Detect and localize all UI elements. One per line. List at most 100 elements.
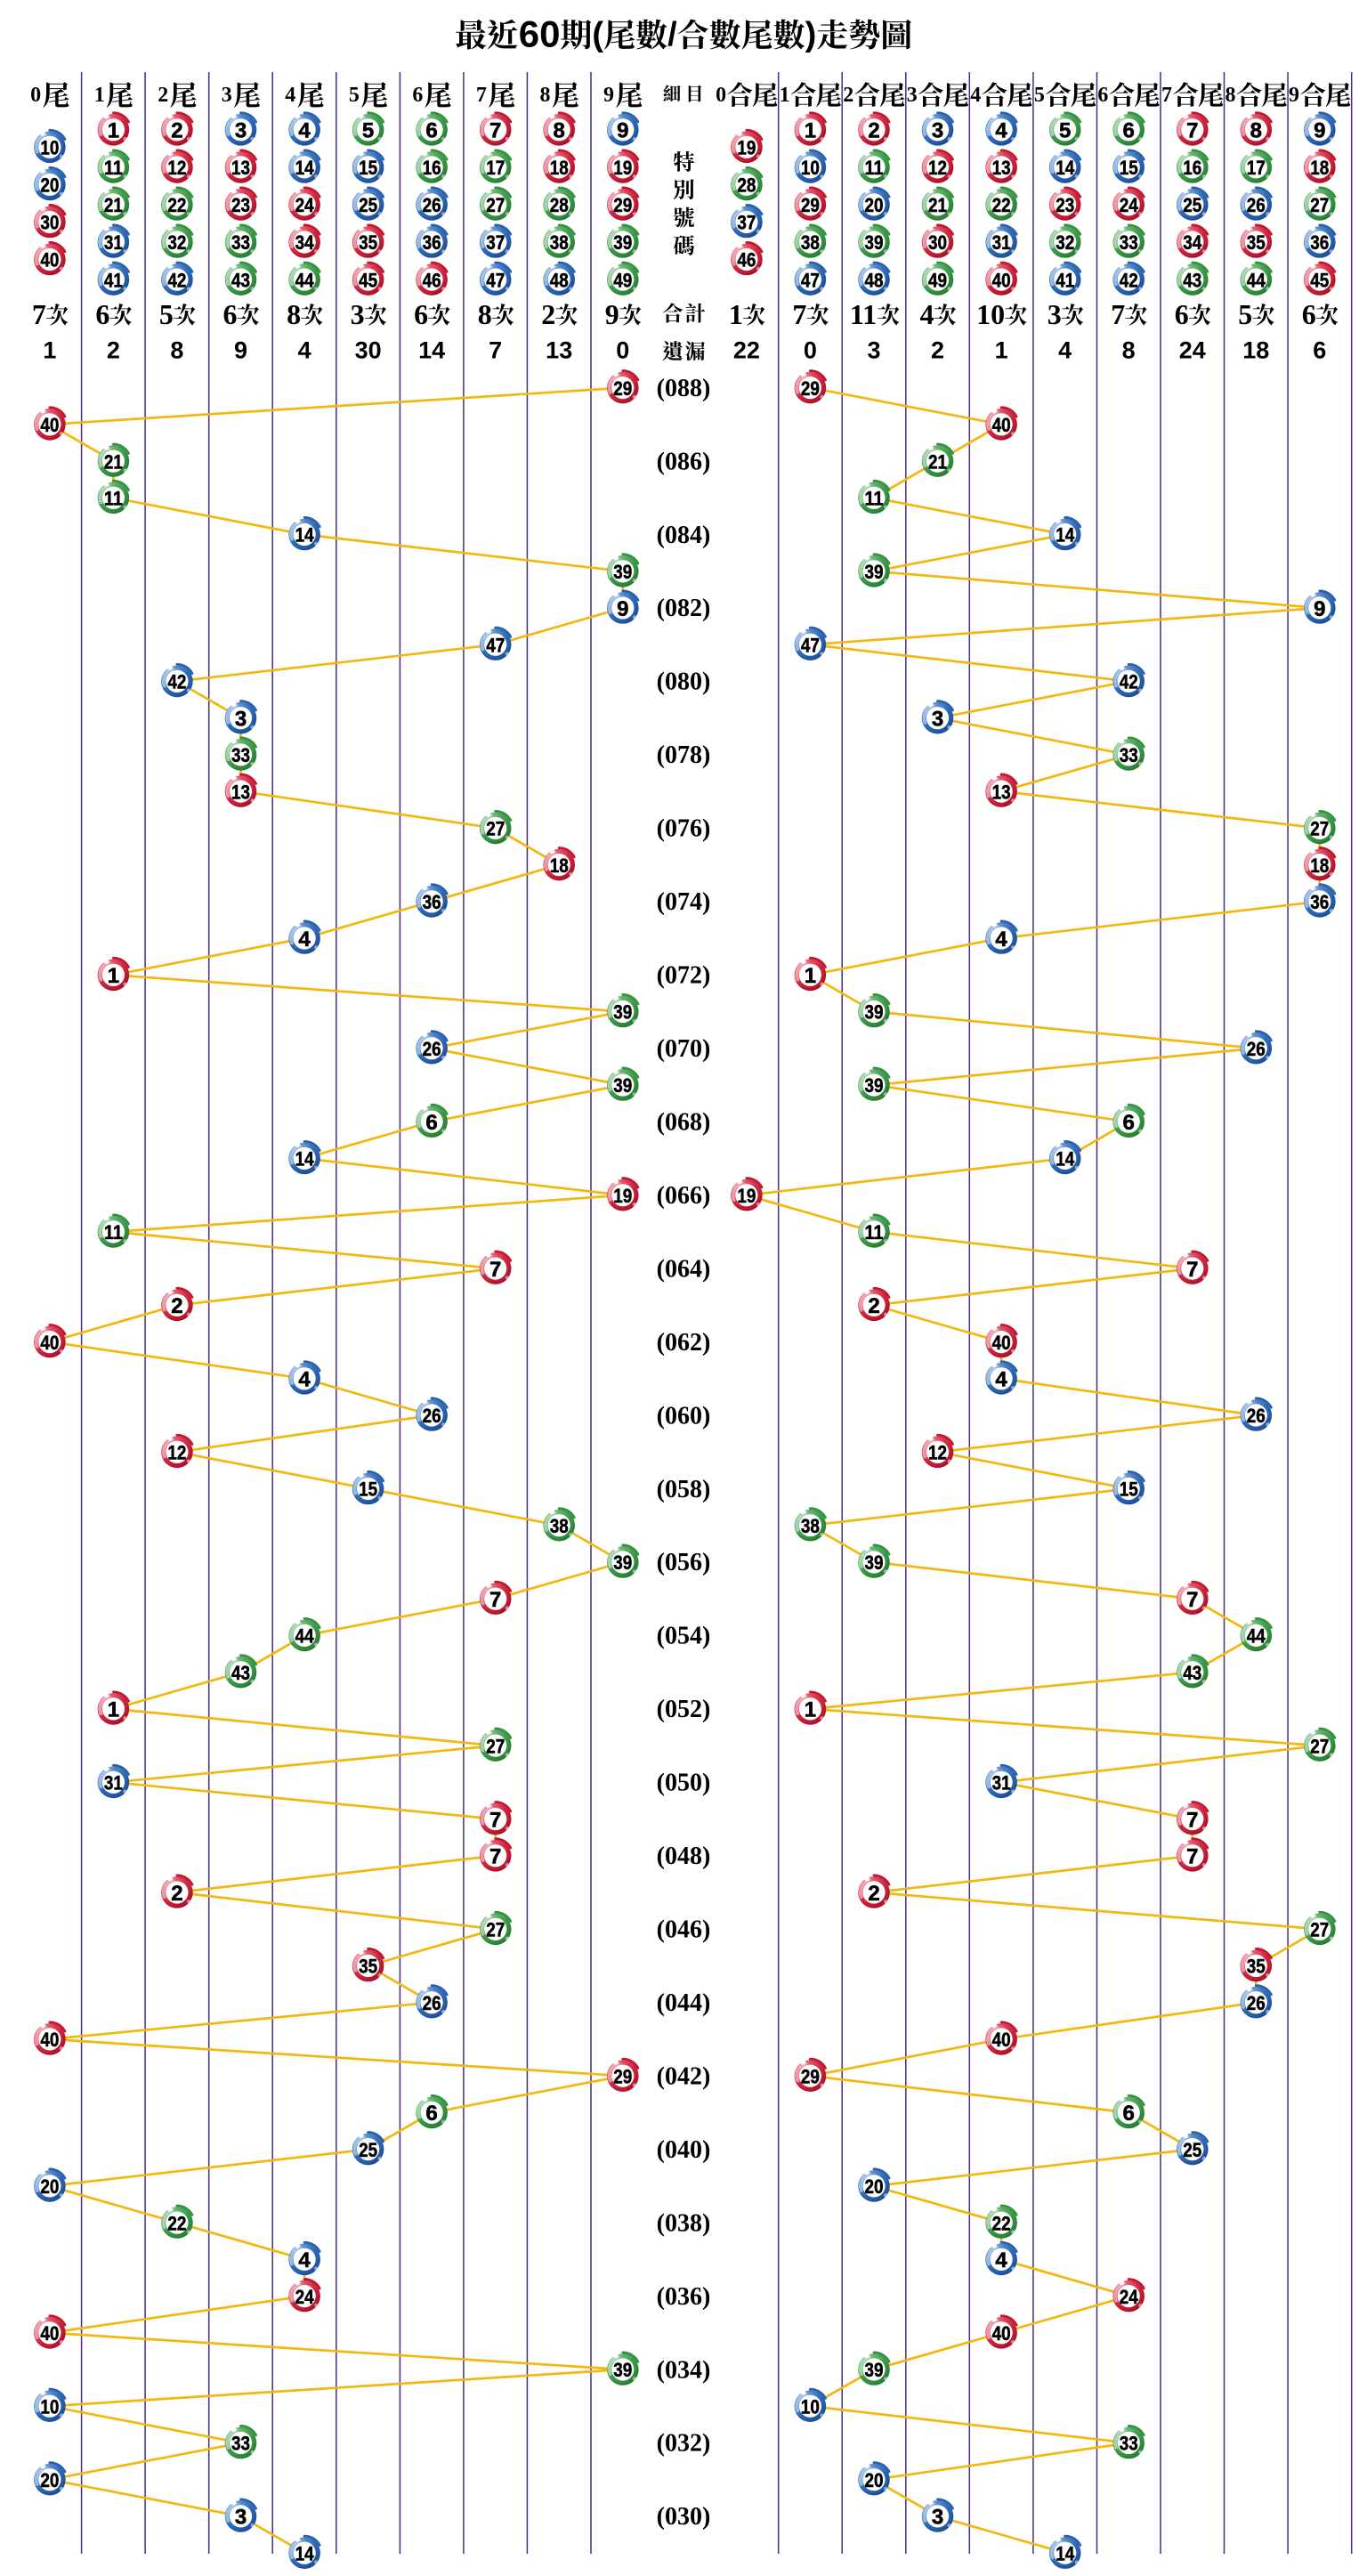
svg-text:47: 47 (486, 634, 505, 656)
svg-text:29: 29 (613, 2065, 632, 2087)
svg-text:(062): (062) (657, 1329, 711, 1357)
svg-text:40: 40 (992, 269, 1011, 291)
svg-text:32: 32 (167, 231, 186, 254)
svg-text:24: 24 (295, 194, 315, 216)
svg-text:41: 41 (1056, 269, 1074, 291)
svg-text:17: 17 (1247, 157, 1266, 179)
svg-text:7: 7 (1111, 298, 1125, 330)
svg-text:24: 24 (1120, 2286, 1139, 2308)
svg-text:6: 6 (1123, 1111, 1135, 1135)
svg-text:48: 48 (550, 269, 569, 291)
svg-text:(084): (084) (657, 522, 711, 549)
svg-text:33: 33 (231, 744, 250, 766)
svg-text:32: 32 (1056, 231, 1074, 254)
svg-text:1: 1 (108, 1698, 119, 1722)
svg-text:4: 4 (285, 84, 295, 107)
svg-text:26: 26 (423, 1038, 441, 1060)
svg-text:35: 35 (359, 1956, 377, 1978)
svg-text:25: 25 (359, 194, 377, 216)
svg-text:44: 44 (295, 269, 315, 291)
svg-text:47: 47 (486, 269, 505, 291)
svg-text:40: 40 (40, 414, 59, 436)
svg-text:15: 15 (359, 1478, 377, 1501)
svg-text:44: 44 (295, 1625, 315, 1648)
svg-text:27: 27 (486, 1735, 505, 1757)
svg-text:24: 24 (295, 2286, 315, 2308)
svg-text:(056): (056) (657, 1549, 711, 1576)
svg-text:20: 20 (865, 2469, 884, 2491)
svg-text:10: 10 (976, 298, 1005, 330)
svg-text:21: 21 (928, 450, 947, 473)
svg-text:40: 40 (40, 1332, 59, 1354)
svg-text:25: 25 (1183, 2139, 1201, 2161)
svg-text:22: 22 (167, 194, 186, 216)
svg-text:43: 43 (231, 269, 250, 291)
svg-text:21: 21 (928, 194, 947, 216)
svg-text:4: 4 (298, 337, 311, 364)
svg-text:33: 33 (1120, 744, 1138, 766)
svg-text:47: 47 (801, 269, 820, 291)
svg-text:30: 30 (40, 212, 59, 234)
svg-text:7: 7 (32, 298, 46, 330)
svg-text:1: 1 (108, 964, 119, 988)
svg-text:18: 18 (1242, 337, 1269, 364)
svg-text:6: 6 (95, 298, 109, 330)
svg-text:0: 0 (616, 337, 629, 364)
svg-text:(064): (064) (657, 1255, 711, 1283)
svg-text:6: 6 (1302, 298, 1316, 330)
svg-text:28: 28 (737, 174, 756, 197)
svg-text:0: 0 (30, 84, 41, 107)
svg-text:(: ( (592, 16, 603, 53)
svg-text:(040): (040) (657, 2136, 711, 2164)
svg-text:0: 0 (804, 337, 817, 364)
svg-text:5: 5 (1238, 298, 1252, 330)
svg-text:4: 4 (298, 2248, 311, 2272)
svg-text:(044): (044) (657, 1989, 711, 2017)
svg-text:27: 27 (486, 1919, 505, 1941)
svg-text:29: 29 (613, 194, 632, 216)
svg-text:6: 6 (412, 84, 423, 107)
svg-text:8: 8 (478, 298, 492, 330)
svg-text:43: 43 (231, 1662, 250, 1684)
svg-text:40: 40 (992, 2322, 1011, 2345)
svg-text:): ) (805, 16, 817, 53)
svg-text:1: 1 (108, 119, 119, 143)
svg-text:2: 2 (171, 1882, 182, 1906)
svg-text:5: 5 (1059, 119, 1071, 143)
svg-text:13: 13 (231, 781, 250, 803)
svg-text:23: 23 (231, 194, 250, 216)
svg-text:3: 3 (867, 337, 880, 364)
svg-text:(080): (080) (657, 668, 711, 696)
svg-text:18: 18 (1310, 855, 1329, 877)
svg-text:24: 24 (1179, 337, 1206, 364)
svg-text:25: 25 (359, 2139, 377, 2161)
svg-text:27: 27 (486, 194, 505, 216)
svg-text:18: 18 (550, 855, 569, 877)
svg-text:(058): (058) (657, 1476, 711, 1503)
svg-text:49: 49 (928, 269, 947, 291)
svg-text:4: 4 (298, 1368, 311, 1392)
svg-text:1: 1 (995, 337, 1008, 364)
svg-text:3: 3 (1047, 298, 1062, 330)
svg-text:49: 49 (613, 269, 632, 291)
svg-text:(082): (082) (657, 595, 711, 622)
svg-text:2: 2 (843, 84, 853, 107)
svg-text:1: 1 (780, 84, 790, 107)
svg-text:7: 7 (489, 1588, 501, 1612)
svg-text:9: 9 (617, 597, 628, 621)
svg-text:1: 1 (805, 1698, 816, 1722)
svg-text:7: 7 (489, 1808, 501, 1832)
svg-text:1: 1 (43, 337, 56, 364)
svg-text:6: 6 (425, 2102, 437, 2126)
svg-text:15: 15 (359, 157, 377, 179)
svg-text:15: 15 (1120, 1478, 1138, 1501)
svg-text:38: 38 (550, 1515, 569, 1537)
svg-text:3: 3 (932, 119, 943, 143)
svg-text:12: 12 (928, 1442, 947, 1464)
svg-text:39: 39 (613, 561, 632, 583)
svg-text:4: 4 (970, 84, 981, 107)
svg-text:36: 36 (1310, 891, 1329, 913)
svg-text:7: 7 (1161, 84, 1172, 107)
svg-text:(034): (034) (657, 2356, 711, 2384)
svg-text:26: 26 (423, 194, 441, 216)
